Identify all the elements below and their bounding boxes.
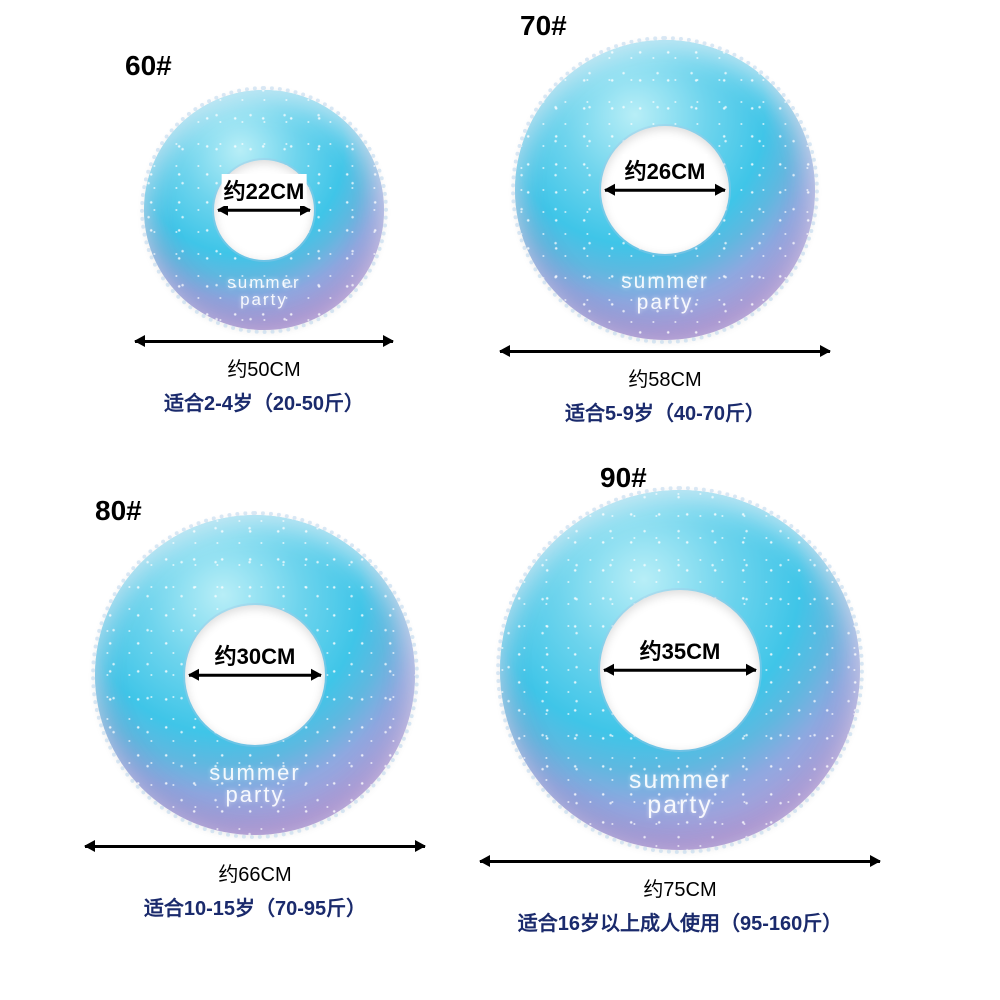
inner-diameter-arrow-icon xyxy=(604,669,756,672)
suitability-label: 适合2-4岁（20-50斤） xyxy=(164,387,364,416)
inner-diameter-arrow-icon xyxy=(189,674,321,677)
outer-diameter-arrow-icon xyxy=(480,860,880,863)
size-code: 70# xyxy=(520,10,567,42)
inner-diameter-label: 约35CM xyxy=(638,634,723,666)
inner-diameter-label: 约26CM xyxy=(623,154,708,186)
outer-diameter-label: 约75CM xyxy=(643,873,716,902)
suitability-label: 适合5-9岁（40-70斤） xyxy=(565,397,765,426)
outer-diameter-label: 约50CM xyxy=(227,353,300,382)
size-code: 60# xyxy=(125,50,172,82)
ring-card-r70: 70#summer party约26CM约58CM适合5-9岁（40-70斤） xyxy=(500,40,830,426)
ring-card-r90: 90#summer party约35CM约75CM适合16岁以上成人使用（95-… xyxy=(480,490,880,936)
ring-card-r60: 60#summer party约22CM约50CM适合2-4岁（20-50斤） xyxy=(135,90,393,416)
outer-diameter-label: 约66CM xyxy=(218,858,291,887)
inner-diameter-arrow-icon xyxy=(218,209,310,212)
inner-diameter-label: 约30CM xyxy=(213,639,298,671)
suitability-label: 适合16岁以上成人使用（95-160斤） xyxy=(518,907,843,936)
outer-diameter-label: 约58CM xyxy=(628,363,701,392)
ring-card-r80: 80#summer party约30CM约66CM适合10-15岁（70-95斤… xyxy=(85,515,425,921)
inner-diameter-label: 约22CM xyxy=(222,174,307,206)
outer-diameter-arrow-icon xyxy=(85,845,425,848)
suitability-label: 适合10-15岁（70-95斤） xyxy=(144,892,366,921)
swim-ring: summer party约22CM xyxy=(144,90,384,330)
swim-ring: summer party约30CM xyxy=(95,515,415,835)
outer-diameter-arrow-icon xyxy=(500,350,830,353)
swim-ring: summer party约35CM xyxy=(500,490,860,850)
swim-ring: summer party约26CM xyxy=(515,40,815,340)
inner-diameter-arrow-icon xyxy=(605,189,725,192)
outer-diameter-arrow-icon xyxy=(135,340,393,343)
